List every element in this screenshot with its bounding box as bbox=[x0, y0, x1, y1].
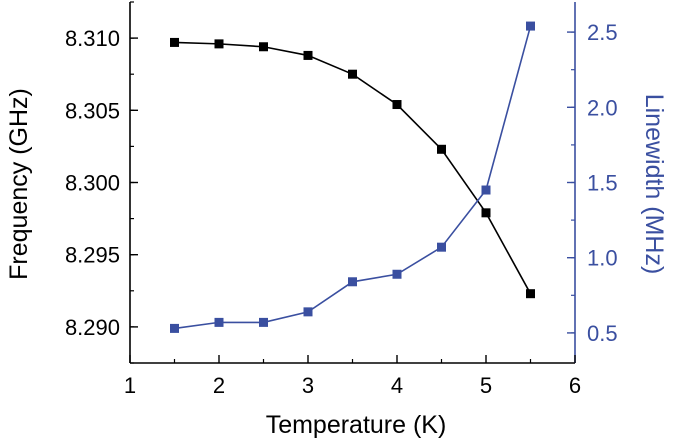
frequency-point bbox=[303, 50, 313, 60]
x-tick-label: 1 bbox=[124, 373, 136, 398]
frequency-point bbox=[348, 69, 357, 79]
frequency-point bbox=[437, 144, 446, 154]
linewidth-point bbox=[348, 277, 357, 287]
frequency-series-line bbox=[174, 41, 532, 295]
frequency-point bbox=[259, 42, 268, 52]
x-tick-label: 5 bbox=[480, 373, 492, 398]
frequency-point bbox=[392, 100, 402, 110]
linewidth-point bbox=[259, 317, 268, 327]
linewidth-point bbox=[481, 185, 491, 195]
y-left-tick-label: 8.310 bbox=[65, 26, 120, 51]
y-left-tick-label: 8.295 bbox=[65, 243, 120, 268]
series-layer bbox=[170, 21, 535, 333]
y-right-tick-label: 0.5 bbox=[587, 321, 618, 346]
linewidth-point bbox=[526, 21, 535, 31]
linewidth-point bbox=[303, 307, 313, 317]
y-right-tick-label: 1.0 bbox=[587, 246, 618, 271]
x-tick-label: 2 bbox=[213, 373, 225, 398]
frequency-point bbox=[526, 289, 535, 299]
x-axis-title: Temperature (K) bbox=[266, 411, 447, 439]
y-left-tick-label: 8.290 bbox=[65, 315, 120, 340]
y-right-tick-label: 2.5 bbox=[587, 20, 618, 45]
x-tick-label: 6 bbox=[569, 373, 581, 398]
linewidth-point bbox=[392, 269, 402, 279]
y-left-tick-label: 8.305 bbox=[65, 98, 120, 123]
linewidth-point bbox=[214, 317, 224, 327]
x-tick-label: 3 bbox=[302, 373, 314, 398]
axes: 1 2 3 4 5 6 8.290 8.295 8.300 8.305 8.310 0.5 1.0 1.5… bbox=[65, 1, 618, 398]
frequency-point bbox=[170, 37, 179, 47]
y-right-tick-label: 2.0 bbox=[587, 95, 618, 120]
y-left-tick-label: 8.300 bbox=[65, 171, 120, 196]
frequency-point bbox=[481, 208, 491, 218]
y-right-tick-label: 1.5 bbox=[587, 171, 618, 196]
y-axis-right-title: Linewidth (MHz) bbox=[640, 94, 668, 275]
frequency-point bbox=[214, 39, 224, 49]
x-tick-label: 4 bbox=[391, 373, 403, 398]
y-axis-left-title: Frequency (GHz) bbox=[5, 88, 33, 280]
linewidth-point bbox=[437, 242, 446, 252]
linewidth-point bbox=[170, 323, 179, 333]
